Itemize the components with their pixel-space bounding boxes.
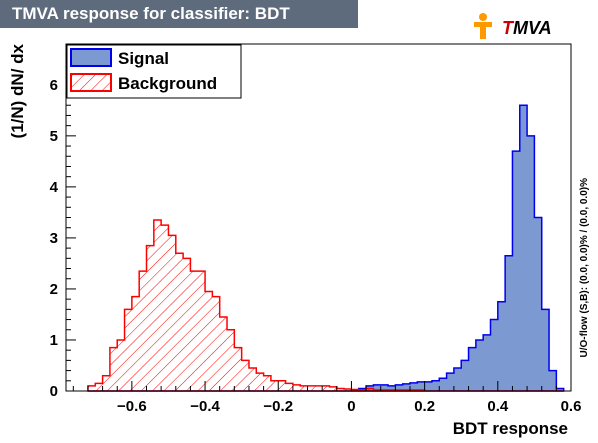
x-tick-label: 0.2 [414,398,435,415]
y-tick-label: 3 [50,230,58,247]
y-tick-label: 1 [50,332,58,349]
x-tick-label: −0.4 [190,398,220,415]
logo-t: T [502,18,515,38]
overflow-note: U/O-flow (S,B): (0.0, 0.0)% / (0.0, 0.0)… [579,178,590,358]
x-axis: −0.6 −0.4 −0.2 0 0.2 0.4 0.6 [72,381,582,415]
legend-background-label: Background [118,74,217,93]
legend-signal-label: Signal [118,49,169,68]
legend: Signal Background [66,44,242,99]
x-tick-label: 0.4 [487,398,509,415]
x-tick-label: −0.6 [117,398,147,415]
tmva-figure-icon [474,13,492,39]
x-tick-label: 0 [347,398,355,415]
y-axis-label: (1/N) dN/ dx [8,43,27,138]
x-tick-label: 0.6 [561,398,582,415]
y-tick-label: 5 [50,128,58,145]
y-tick-label: 4 [50,179,59,196]
x-axis-label: BDT response [453,419,568,438]
y-axis: 0 1 2 3 4 5 6 [50,63,76,400]
legend-signal-swatch [70,48,112,67]
y-tick-label: 2 [50,281,58,298]
svg-text:TMVA: TMVA [502,18,552,38]
y-tick-label: 0 [50,383,58,400]
x-tick-label: −0.2 [263,398,293,415]
tmva-logo: TMVA [474,13,552,39]
logo-rest: MVA [513,18,552,38]
legend-background-swatch [70,73,112,92]
y-tick-label: 6 [50,77,58,94]
chart-title: TMVA response for classifier: BDT [0,0,358,28]
